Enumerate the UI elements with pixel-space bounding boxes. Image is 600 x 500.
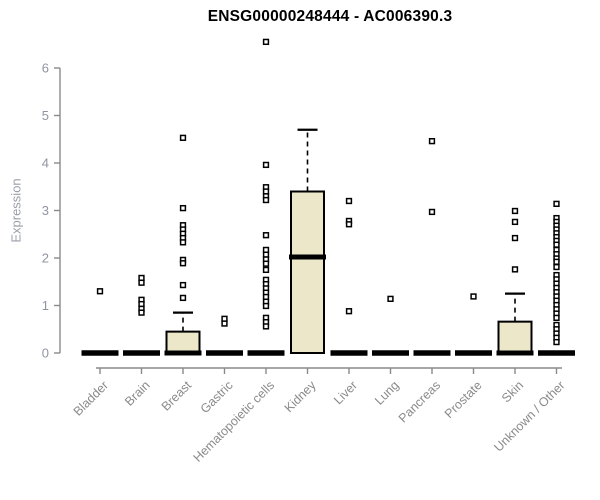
zero-bar: [206, 350, 243, 356]
outlier-point: [262, 260, 270, 267]
y-tick-label: 6: [42, 61, 49, 76]
outlier-point: [345, 308, 353, 315]
x-category-label: Lung: [372, 378, 402, 408]
outlier-point: [387, 295, 394, 303]
outlier-point: [511, 234, 519, 242]
x-category-label: Bladder: [71, 378, 111, 418]
outlier-point: [262, 38, 270, 46]
zero-bar: [247, 350, 285, 356]
zero-bar: [455, 350, 492, 356]
chart-title: ENSG00000248444 - AC006390.3: [207, 8, 453, 25]
outlier-point: [262, 196, 270, 204]
outlier-point: [262, 302, 270, 310]
outlier-point: [179, 281, 187, 289]
outlier-point: [553, 241, 560, 248]
y-tick-label: 4: [42, 156, 49, 171]
y-tick-label: 2: [42, 251, 49, 266]
outlier-point: [428, 138, 436, 145]
box: [497, 320, 533, 354]
outlier-point: [179, 239, 187, 246]
outlier-point: [262, 323, 270, 330]
outlier-point: [511, 218, 519, 226]
outlier-point: [470, 293, 477, 300]
outlier-point: [553, 258, 560, 265]
zero-bar: [413, 350, 451, 356]
outlier-point: [511, 207, 519, 215]
outlier-point: [553, 200, 560, 207]
box: [165, 330, 201, 354]
outlier-point: [511, 266, 519, 273]
outlier-point: [428, 208, 436, 216]
outlier-point: [138, 279, 145, 286]
x-category-label: Gastric: [198, 378, 236, 416]
y-tick-label: 3: [42, 203, 49, 218]
x-category-label: Kidney: [282, 378, 319, 415]
outlier-point: [138, 309, 145, 316]
zero-bar: [81, 350, 119, 356]
outlier-point: [345, 221, 353, 228]
x-category-label: Pancreas: [396, 378, 443, 425]
outlier-point: [345, 197, 353, 205]
x-category-label: Hematopoietic cells: [191, 378, 278, 465]
outlier-point: [553, 314, 560, 322]
x-category-label: Unknown / Other: [491, 378, 567, 454]
outlier-point: [262, 232, 270, 239]
zero-bar: [372, 350, 409, 356]
y-tick-label: 0: [42, 346, 49, 361]
outlier-point: [179, 260, 187, 267]
x-category-label: Breast: [159, 378, 195, 414]
outlier-point: [179, 294, 187, 302]
y-tick-label: 1: [42, 298, 49, 313]
outlier-point: [179, 134, 187, 141]
outlier-point: [221, 320, 228, 327]
zero-bar: [330, 350, 368, 356]
y-tick-label: 5: [42, 108, 49, 123]
outlier-point: [179, 204, 187, 212]
outlier-point: [96, 288, 104, 295]
zero-bar: [538, 350, 575, 356]
outlier-point: [553, 263, 560, 271]
x-category-label: Liver: [331, 378, 360, 407]
x-category-label: Brain: [122, 378, 153, 409]
zero-bar: [123, 350, 160, 356]
outlier-point: [262, 161, 270, 169]
outlier-point: [262, 266, 270, 274]
x-category-label: Prostate: [442, 378, 485, 421]
x-category-label: Skin: [499, 378, 526, 405]
outlier-point: [553, 338, 560, 346]
box: [290, 190, 325, 354]
